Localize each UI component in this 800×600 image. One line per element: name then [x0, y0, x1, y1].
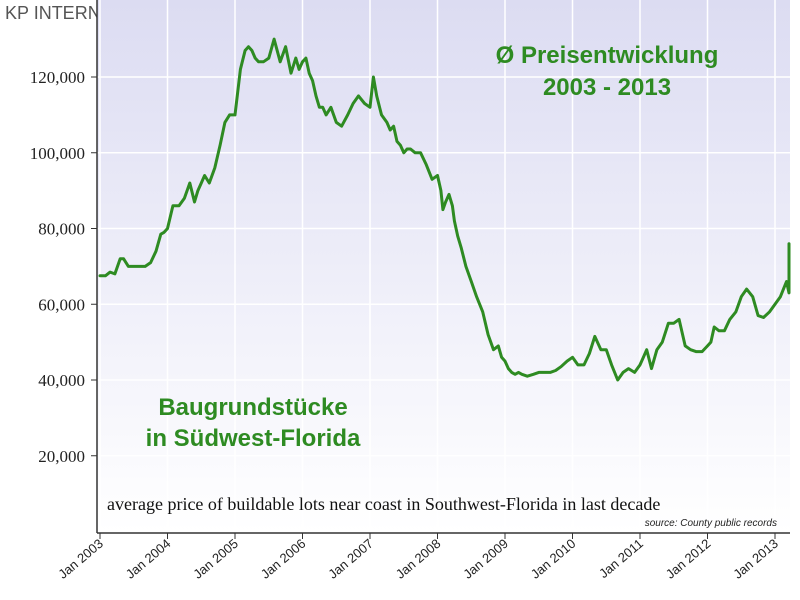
x-axis-ticks: Jan 2003 Jan 2004 Jan 2005 Jan 2006 Jan 2007…	[55, 533, 781, 582]
x-tick-label: Jan 2003	[55, 536, 106, 582]
price-series-line	[98, 37, 791, 382]
chart-caption: average price of buildable lots near coa…	[107, 494, 660, 514]
y-tick-label: 60,000	[38, 295, 85, 314]
chart-title: Ø Preisentwicklung	[496, 42, 719, 69]
x-tick-label: Jan 2011	[596, 536, 646, 581]
x-tick-label: Jan 2006	[258, 536, 309, 582]
source-note: source: County public records	[645, 518, 777, 529]
plot-area	[97, 0, 790, 533]
y-tick-label: 80,000	[38, 220, 85, 239]
x-tick-label: Jan 2012	[663, 536, 714, 582]
y-tick-label: 40,000	[38, 371, 85, 390]
chart-subtitle: 2003 - 2013	[543, 74, 671, 101]
grid-lines	[97, 0, 790, 533]
annotation-line-2: in Südwest-Florida	[146, 425, 361, 452]
x-tick-label: Jan 2008	[393, 536, 444, 582]
x-tick-label: Jan 2009	[460, 536, 511, 582]
x-tick-label: Jan 2005	[190, 536, 241, 582]
y-tick-label: 120,000	[30, 68, 85, 87]
annotation-line-1: Baugrundstücke	[158, 394, 347, 421]
x-tick-label: Jan 2013	[730, 536, 781, 582]
x-tick-label: Jan 2004	[123, 536, 174, 582]
y-tick-label: 100,000	[30, 144, 85, 163]
x-tick-label: Jan 2010	[528, 536, 579, 582]
y-tick-label: 20,000	[38, 447, 85, 466]
x-tick-label: Jan 2007	[325, 536, 376, 582]
y-axis-ticks: 20,000 40,000 60,000 80,000 100,000 120,000	[30, 68, 97, 466]
